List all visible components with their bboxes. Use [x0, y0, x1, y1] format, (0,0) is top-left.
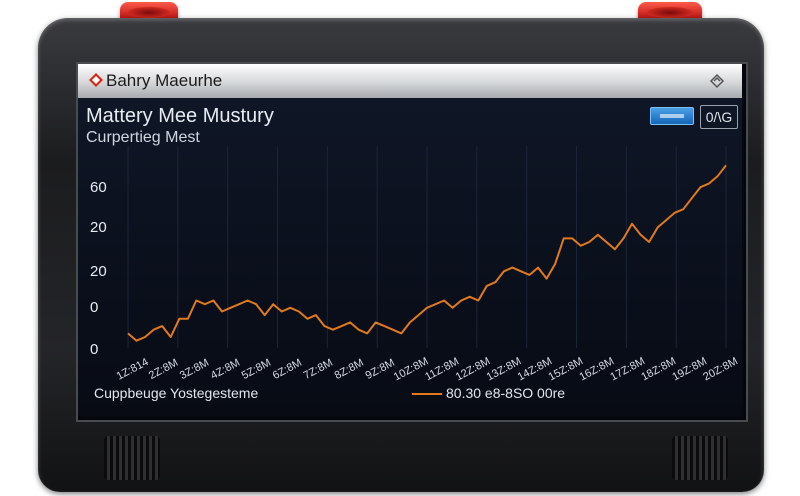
speaker-grille-left — [104, 436, 160, 480]
x-tick-label: 2Z:8M — [147, 357, 180, 382]
y-tick-label: 20 — [90, 263, 107, 280]
chart-subheading: Curpertieg Mest — [86, 129, 200, 146]
x-tick-label: 7Z:8M — [302, 357, 335, 382]
toggle-button-glyph — [660, 114, 684, 118]
y-tick-label: 60 — [90, 179, 107, 196]
y-tick-label: 0 — [90, 299, 98, 316]
chart-heading: Mattery Mee Mustury — [86, 105, 274, 127]
x-tick-label: 13Z:8M — [485, 355, 524, 383]
x-tick-label: 6Z:8M — [271, 357, 304, 382]
x-tick-label: 20Z:8M — [701, 355, 740, 383]
x-tick-label: 5Z:8M — [240, 357, 273, 382]
x-tick-label: 1Z:814 — [115, 356, 151, 383]
diamond-logo-icon — [89, 73, 103, 87]
window-titlebar: Bahry Maeurhe — [78, 64, 742, 98]
y-tick-label: 0 — [90, 341, 98, 358]
x-tick-label: 18Z:8M — [639, 355, 678, 383]
x-tick-label: 12Z:8M — [454, 355, 493, 383]
x-tick-label: 11Z:8M — [423, 355, 461, 383]
legend-label: 80.30 e8-8SO 00re — [446, 385, 566, 401]
unit-button[interactable]: 0/\G — [700, 105, 738, 129]
legend-swatch — [412, 393, 442, 395]
app-title: Bahry Maeurhe — [106, 71, 223, 90]
x-tick-label: 10Z:8M — [392, 355, 431, 383]
x-tick-label: 8Z:8M — [333, 357, 366, 382]
x-tick-label: 3Z:8M — [178, 357, 211, 382]
footer-label: Cuppbeuge Yostegesteme — [94, 385, 259, 401]
battery-chart: 60 20 20 0 0 1Z:8142Z:8M3Z:8M4Z:8M5Z:8M6Z:8M7… — [90, 146, 740, 383]
x-tick-label: 17Z:8M — [608, 355, 647, 383]
series-line — [127, 164, 727, 342]
x-tick-label: 15Z:8M — [547, 355, 586, 383]
x-tick-label: 4Z:8M — [209, 357, 242, 382]
x-tick-label: 14Z:8M — [516, 355, 555, 383]
display-screen: Mattery Mee Mustury Curpertieg Mest 0/\G… — [78, 98, 742, 416]
x-tick-label: 9Z:8M — [364, 357, 397, 382]
toggle-view-button[interactable] — [650, 107, 694, 125]
speaker-grille-right — [672, 436, 728, 480]
y-tick-label: 20 — [90, 219, 107, 236]
x-tick-label: 19Z:8M — [670, 355, 709, 383]
chevron-diamond-icon[interactable] — [708, 72, 726, 90]
x-tick-label: 16Z:8M — [578, 355, 617, 383]
